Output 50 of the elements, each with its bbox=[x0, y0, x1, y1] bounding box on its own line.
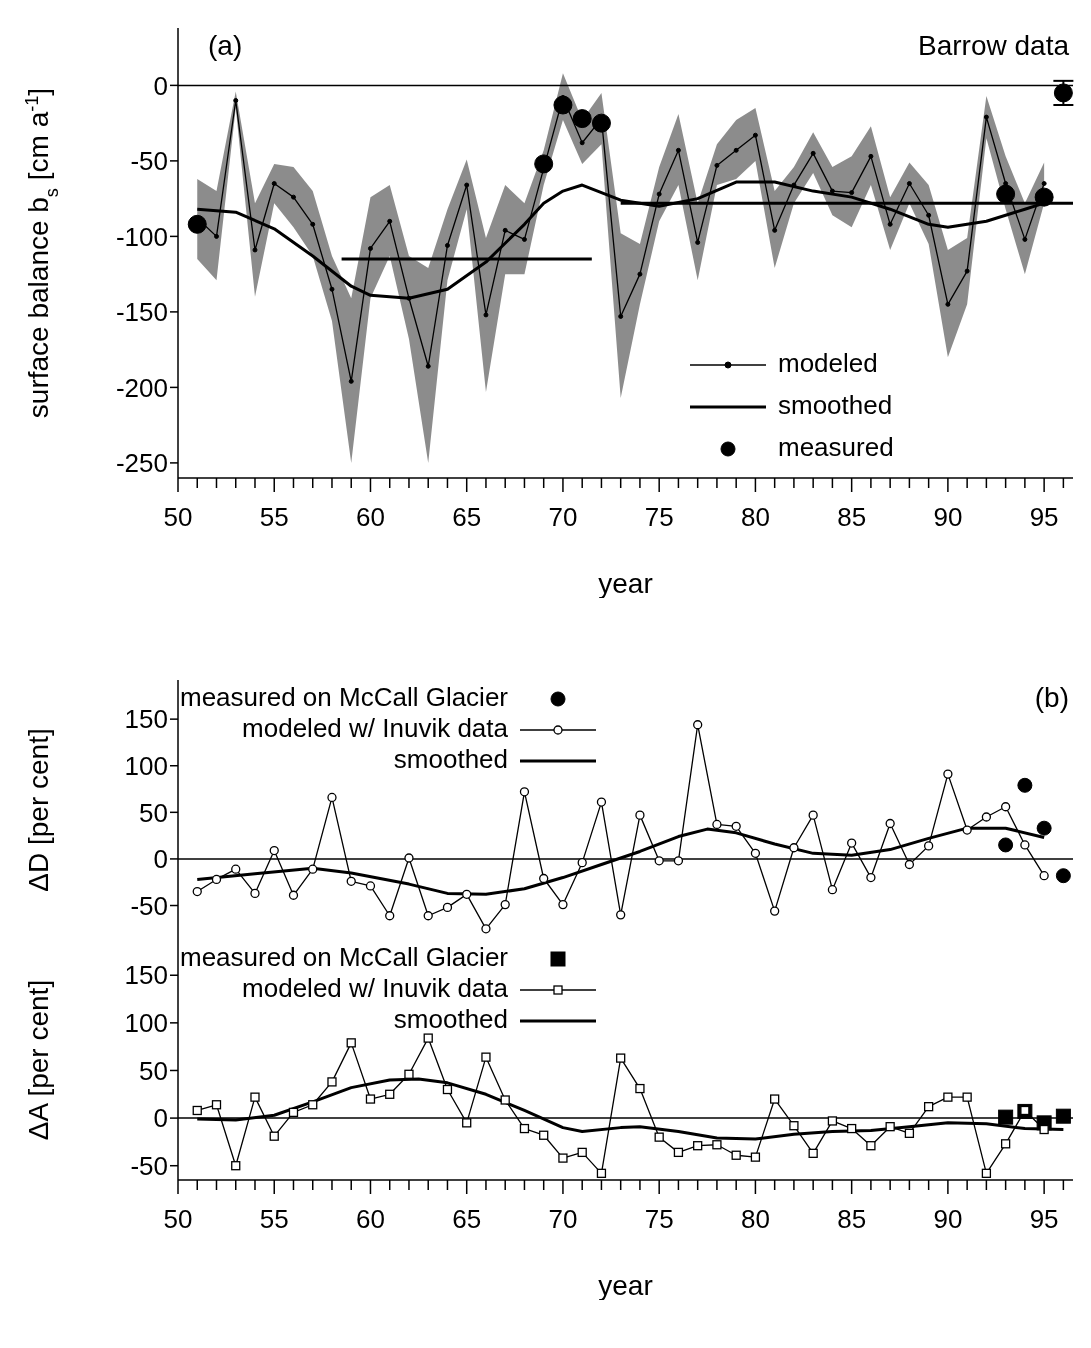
x-axis-title: year bbox=[598, 568, 653, 599]
x-tick-label: 60 bbox=[356, 1204, 385, 1234]
x-tick-label: 80 bbox=[740, 1204, 770, 1234]
x-tick-label: 95 bbox=[1029, 502, 1059, 532]
x-tick-label: 55 bbox=[259, 502, 289, 532]
x-tick-label: 65 bbox=[452, 502, 482, 532]
x-tick-label: 95 bbox=[1029, 1204, 1059, 1234]
x-tick-label: 80 bbox=[740, 502, 770, 532]
x-tick-label: 90 bbox=[933, 502, 963, 532]
y-tick-label: -100 bbox=[115, 221, 168, 252]
x-tick-label: 65 bbox=[452, 1204, 482, 1234]
y-tick-label: -50 bbox=[130, 890, 168, 921]
y-tick-label: 50 bbox=[139, 797, 168, 828]
y-tick-label: 150 bbox=[124, 960, 168, 991]
x-tick-label: 75 bbox=[644, 1204, 674, 1234]
y-tick-label: 100 bbox=[124, 1008, 168, 1039]
y-tick-label: 150 bbox=[124, 704, 168, 735]
y-axis-title: ΔA [per cent] bbox=[23, 979, 54, 1141]
x-tick-label: 85 bbox=[837, 502, 867, 532]
legend-label: modeled w/ Inuvik data bbox=[241, 713, 509, 744]
y-tick-label: -200 bbox=[115, 372, 168, 403]
x-tick-label: 60 bbox=[356, 502, 385, 532]
legend-label: smoothed bbox=[392, 1004, 509, 1035]
y-axis-title: ΔD [per cent] bbox=[23, 728, 54, 892]
legend-label: smoothed bbox=[392, 744, 509, 775]
legend-label: modeled w/ Inuvik data bbox=[241, 973, 509, 1004]
y-tick-label: 0 bbox=[153, 1103, 168, 1134]
x-tick-label: 75 bbox=[644, 502, 674, 532]
y-tick-label: -250 bbox=[115, 448, 168, 479]
x-tick-label: 85 bbox=[837, 1204, 867, 1234]
legend-label: measured on McCall Glacier bbox=[180, 942, 509, 973]
y-tick-label: 100 bbox=[124, 750, 168, 781]
x-axis-title: year bbox=[598, 1270, 653, 1301]
y-tick-label: -150 bbox=[115, 297, 168, 328]
x-tick-label: 90 bbox=[933, 1204, 963, 1234]
legend-label: smoothed bbox=[777, 389, 894, 422]
x-tick-label: 55 bbox=[259, 1204, 289, 1234]
y-tick-label: -50 bbox=[130, 146, 168, 177]
y-tick-label: 0 bbox=[153, 844, 168, 875]
x-tick-label: 70 bbox=[548, 502, 578, 532]
annotation: (a) bbox=[208, 30, 243, 62]
x-tick-label: 70 bbox=[548, 1204, 578, 1234]
legend-label: measured on McCall Glacier bbox=[180, 682, 509, 713]
y-tick-label: 0 bbox=[153, 70, 168, 101]
y-tick-label: -50 bbox=[130, 1150, 168, 1181]
legend-label: measured bbox=[777, 431, 894, 464]
legend-label: modeled bbox=[777, 347, 879, 380]
y-tick-label: 50 bbox=[139, 1055, 168, 1086]
annotation: Barrow data bbox=[918, 30, 1069, 62]
annotation: (b) bbox=[1034, 682, 1069, 714]
